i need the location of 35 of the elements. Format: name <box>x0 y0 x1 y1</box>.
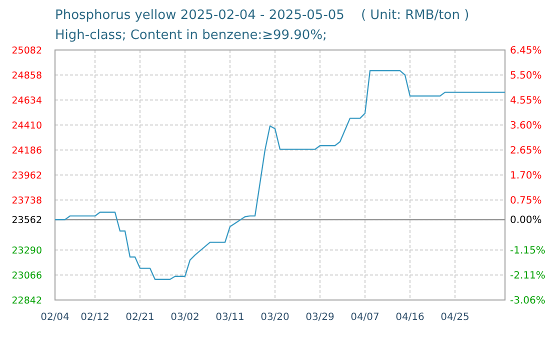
line-series <box>54 70 506 280</box>
y2-tick-label: 4.55% <box>510 95 542 106</box>
y2-tick-label: -3.06% <box>510 296 546 306</box>
y-tick-label: 23066 <box>12 270 42 282</box>
x-tick-label: 03/11 <box>216 312 244 323</box>
y-tick-label: 22842 <box>12 295 42 306</box>
y2-tick-label: 1.70% <box>510 170 542 182</box>
y2-tick-label: 2.65% <box>510 145 542 156</box>
y2-tick-label: 5.50% <box>510 70 542 82</box>
chart-subtitle: High-class; Content in benzene:≥99.90%; <box>55 28 327 43</box>
x-tick-label: 03/29 <box>306 312 334 323</box>
y2-tick-label: -1.15% <box>510 245 546 256</box>
x-tick-label: 03/02 <box>170 312 200 323</box>
y-tick-label: 23562 <box>12 214 42 226</box>
x-tick-label: 02/21 <box>126 312 154 323</box>
x-tick-label: 02/12 <box>80 312 110 323</box>
x-tick-label: 04/07 <box>350 312 380 323</box>
y-tick-label: 23962 <box>12 170 42 182</box>
y-tick-label: 24858 <box>12 70 42 82</box>
y2-tick-label: 6.45% <box>510 46 542 56</box>
y2-tick-label: -2.11% <box>510 270 546 282</box>
y-tick-label: 24634 <box>12 95 42 106</box>
x-tick-label: 04/16 <box>396 312 424 323</box>
y-tick-label: 24410 <box>12 120 42 132</box>
x-tick-label: 04/25 <box>440 312 470 323</box>
x-tick-label: 02/04 <box>40 312 70 323</box>
y2-tick-label: 0.00% <box>510 215 542 226</box>
chart-title: Phosphorus yellow 2025-02-04 - 2025-05-05 ( Unit: RMB/ton ) <box>55 8 470 23</box>
y-tick-label: 23290 <box>12 245 42 256</box>
y-tick-label: 23738 <box>12 195 42 206</box>
y2-tick-label: 3.60% <box>510 120 542 132</box>
y-tick-label: 24186 <box>12 145 42 156</box>
y-tick-label: 25082 <box>12 45 42 56</box>
x-tick-label: 03/20 <box>260 312 290 323</box>
y2-tick-label: 0.75% <box>510 195 542 206</box>
